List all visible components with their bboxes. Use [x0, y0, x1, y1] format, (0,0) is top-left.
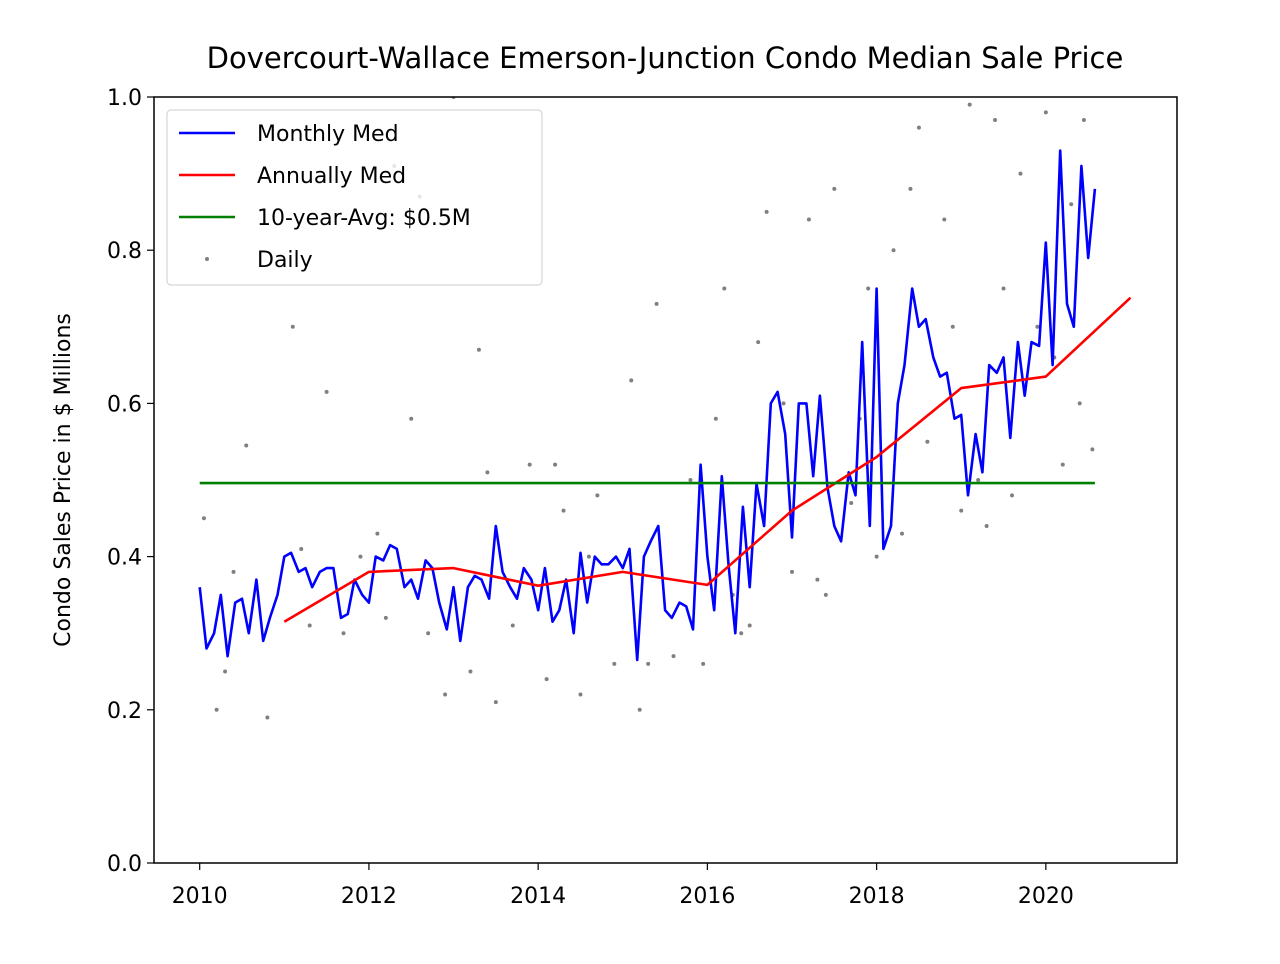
daily-point [476, 347, 481, 352]
daily-point [1010, 493, 1014, 498]
daily-point [942, 217, 947, 222]
daily-point [722, 286, 727, 291]
daily-point [493, 700, 498, 705]
daily-point [781, 401, 786, 406]
daily-point [908, 186, 913, 191]
daily-point [756, 340, 761, 345]
daily-point [201, 516, 206, 521]
daily-point [468, 669, 473, 674]
daily-point [265, 715, 270, 720]
y-axis-label: Condo Sales Price in $ Millions [51, 313, 76, 647]
legend-box [166, 109, 543, 286]
daily-point [849, 500, 854, 505]
daily-point [223, 669, 228, 674]
daily-point [629, 378, 634, 383]
daily-point [950, 324, 955, 329]
daily-point [561, 508, 566, 513]
daily-point [527, 462, 532, 467]
daily-point [815, 577, 820, 582]
daily-point [1060, 462, 1065, 467]
legend-label: 10-year-Avg: $0.5M [257, 206, 471, 231]
daily-point [383, 615, 388, 620]
x-tick-label: 2012 [341, 884, 397, 909]
daily-point [984, 523, 989, 528]
chart-title: Dovercourt-Wallace Emerson-Junction Cond… [207, 41, 1124, 75]
daily-point [713, 416, 718, 421]
daily-point [671, 654, 676, 659]
daily-point [578, 692, 583, 697]
daily-point [1043, 110, 1048, 115]
daily-point [324, 389, 329, 394]
daily-point [244, 443, 249, 448]
daily-point [900, 531, 904, 536]
daily-point [866, 286, 871, 291]
daily-point [891, 248, 896, 253]
daily-point [290, 324, 295, 329]
daily-point [485, 470, 490, 475]
daily-point [646, 661, 651, 666]
daily-point [426, 631, 431, 636]
y-tick-label: 0.2 [107, 699, 142, 724]
x-tick-label: 2020 [1018, 884, 1074, 909]
daily-point [544, 677, 549, 682]
x-tick-label: 2016 [679, 884, 735, 909]
daily-point [586, 554, 591, 559]
daily-point [443, 692, 448, 697]
daily-point [916, 125, 921, 130]
daily-point [654, 301, 659, 306]
daily-point [1081, 117, 1086, 122]
daily-point [214, 707, 219, 712]
x-tick-label: 2010 [172, 884, 228, 909]
plot-frame [153, 96, 1178, 864]
legend-marker [205, 257, 209, 261]
daily-point [510, 623, 515, 628]
daily-point [739, 631, 744, 636]
daily-point [701, 661, 706, 666]
daily-point [993, 117, 998, 122]
daily-point [1069, 202, 1074, 207]
y-tick-label: 0.0 [107, 852, 142, 877]
daily-point [1090, 447, 1095, 452]
daily-point [823, 592, 828, 597]
y-tick-label: 1.0 [107, 86, 142, 111]
legend-label: Annually Med [257, 164, 406, 189]
daily-point [832, 186, 837, 191]
daily-point [299, 546, 304, 551]
daily-point [375, 531, 380, 536]
series-line [198, 149, 1097, 662]
daily-point [790, 569, 794, 574]
daily-point [688, 478, 693, 482]
daily-point [1018, 171, 1023, 176]
x-tick-label: 2018 [849, 884, 905, 909]
series-line [283, 296, 1132, 623]
daily-point [1001, 286, 1006, 291]
daily-point [612, 661, 617, 666]
daily-point [806, 217, 811, 222]
daily-point [874, 554, 879, 559]
y-tick-label: 0.6 [107, 392, 142, 417]
daily-point [307, 623, 312, 628]
daily-point [959, 508, 964, 513]
y-tick-label: 0.8 [107, 239, 142, 264]
daily-point [637, 707, 642, 712]
daily-point [1035, 324, 1040, 329]
daily-point [967, 102, 972, 107]
y-tick-label: 0.4 [107, 546, 142, 571]
daily-point [409, 416, 414, 421]
legend-label: Daily [257, 248, 313, 273]
x-tick-label: 2014 [510, 884, 566, 909]
daily-point [358, 554, 363, 559]
daily-point [595, 493, 600, 498]
daily-point [976, 478, 981, 482]
daily-point [341, 631, 346, 636]
daily-point [747, 623, 752, 628]
daily-point [231, 569, 236, 574]
daily-point [553, 462, 558, 467]
daily-point [1077, 401, 1082, 406]
daily-point [925, 439, 930, 444]
daily-point [764, 209, 769, 214]
legend-label: Monthly Med [257, 122, 399, 147]
